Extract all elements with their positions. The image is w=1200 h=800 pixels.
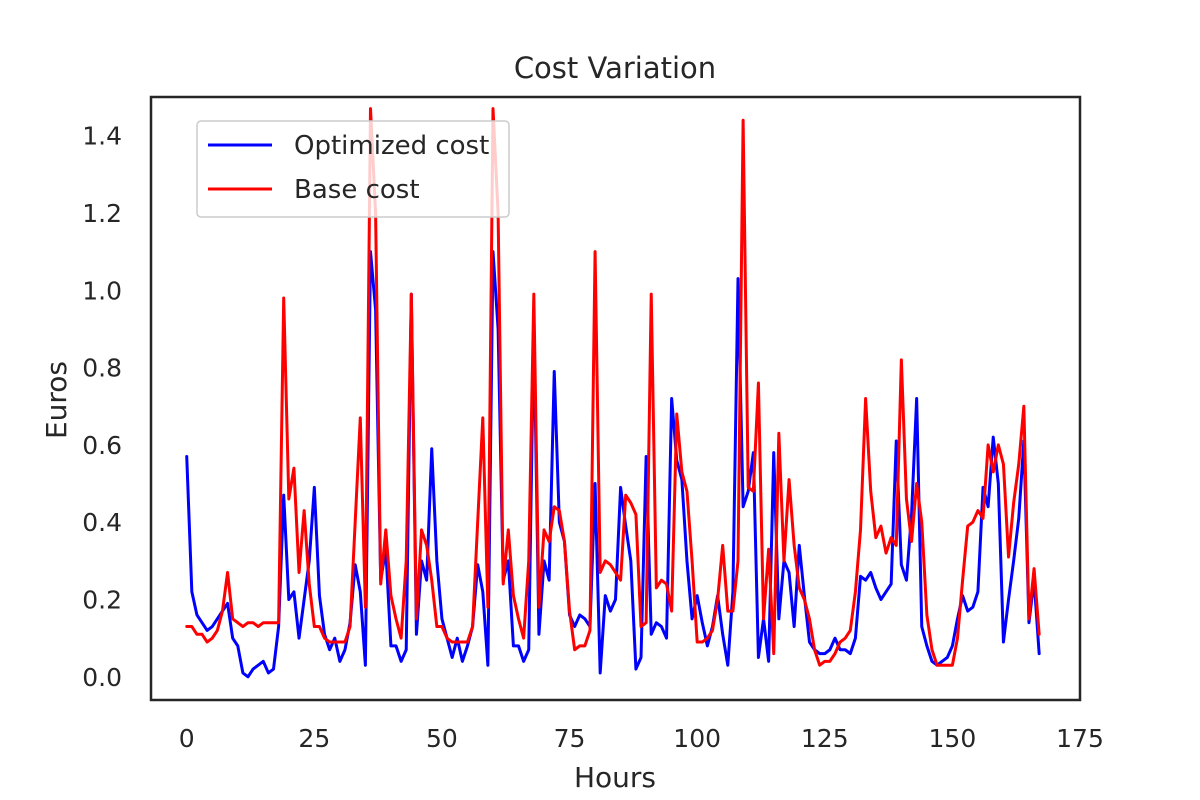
legend: Optimized cost Base cost bbox=[196, 120, 510, 218]
y-tick-label: 1.4 bbox=[82, 122, 122, 151]
y-tick-label: 0.8 bbox=[82, 354, 122, 383]
x-tick-label: 0 bbox=[179, 724, 195, 753]
x-axis-label: Hours bbox=[574, 761, 656, 794]
x-tick-label: 50 bbox=[426, 724, 458, 753]
series-lines bbox=[185, 107, 1041, 679]
legend-label: Base cost bbox=[294, 175, 420, 205]
y-axis-label: Euros bbox=[40, 361, 73, 439]
x-tick-label: 100 bbox=[673, 724, 721, 753]
x-tick-label: 25 bbox=[298, 724, 330, 753]
legend-box bbox=[196, 120, 510, 218]
y-tick-label: 1.0 bbox=[82, 276, 122, 305]
x-tick-label: 150 bbox=[929, 724, 977, 753]
plot-frame bbox=[149, 95, 1082, 702]
series-line-base-cost bbox=[185, 107, 1041, 667]
y-tick-label: 0.4 bbox=[82, 508, 122, 537]
x-tick-label: 125 bbox=[801, 724, 849, 753]
series-line-optimized-cost bbox=[185, 250, 1041, 679]
y-tick-label: 0.2 bbox=[82, 586, 122, 615]
x-tick-label: 75 bbox=[554, 724, 586, 753]
y-tick-label: 0.6 bbox=[82, 431, 122, 460]
x-tick-label: 175 bbox=[1056, 724, 1104, 753]
legend-label: Optimized cost bbox=[294, 131, 489, 161]
axis-ticks: 0 25 50 75 100 125 150 175 0.0 0.2 0.4 0.6 0.8 1.0 1.2… bbox=[82, 122, 1104, 753]
chart-title: Cost Variation bbox=[514, 51, 716, 85]
plot-area bbox=[185, 107, 1041, 679]
y-tick-label: 0.0 bbox=[82, 663, 122, 692]
y-tick-label: 1.2 bbox=[82, 199, 122, 228]
